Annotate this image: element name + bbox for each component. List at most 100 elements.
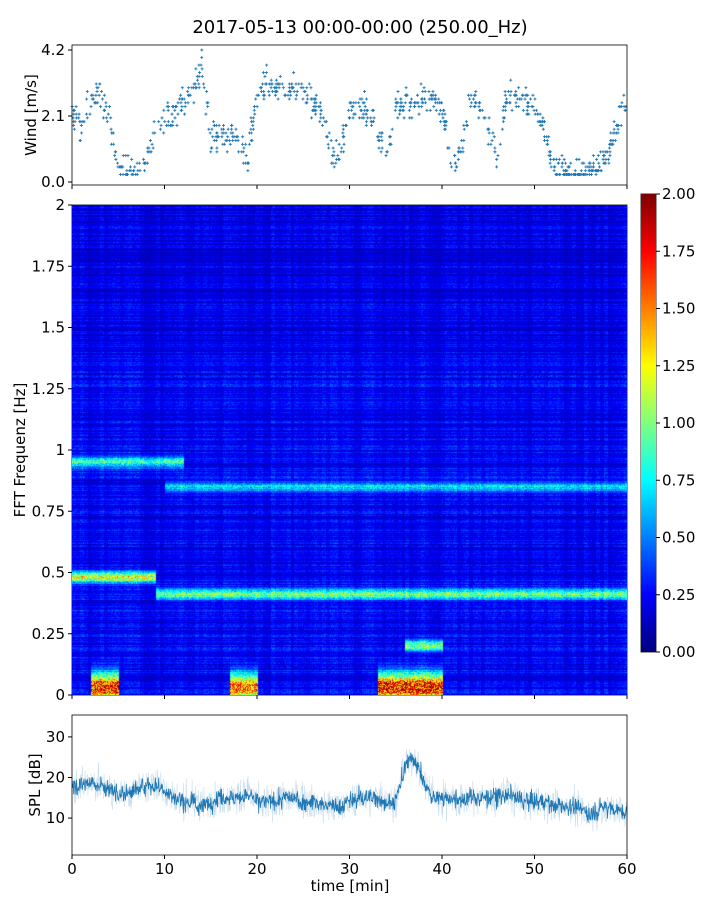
wind-point xyxy=(608,150,612,154)
wind-point xyxy=(192,101,196,105)
wind-point xyxy=(596,154,600,158)
wind-point xyxy=(425,108,429,112)
wind-point xyxy=(509,89,513,93)
wind-point xyxy=(212,120,216,124)
wind-point xyxy=(104,105,108,109)
wind-point xyxy=(342,135,346,139)
wind-point xyxy=(287,97,291,101)
wind-point xyxy=(334,161,338,165)
wind-point xyxy=(587,172,591,176)
wind-point xyxy=(342,150,346,154)
wind-point xyxy=(405,93,409,97)
wind-point xyxy=(85,89,89,93)
wind-point xyxy=(79,123,83,127)
wind-point xyxy=(200,74,204,78)
wind-point xyxy=(121,154,125,158)
spectrogram-ytick-label: 1.25 xyxy=(32,380,65,398)
wind-point xyxy=(534,108,538,112)
wind-point xyxy=(335,157,339,161)
wind-point xyxy=(111,131,115,135)
wind-point xyxy=(453,161,457,165)
wind-point xyxy=(142,157,146,161)
wind-point xyxy=(173,108,177,112)
spectrogram-ytick-label: 0.5 xyxy=(41,564,65,582)
wind-point xyxy=(96,86,100,90)
wind-ylabel: Wind [m/s] xyxy=(22,74,40,156)
wind-point xyxy=(560,161,564,165)
spl-xtick-label: 20 xyxy=(247,860,266,878)
wind-point xyxy=(440,112,444,116)
wind-point xyxy=(253,112,257,116)
wind-point xyxy=(105,116,109,120)
wind-point xyxy=(441,108,445,112)
wind-point xyxy=(103,108,107,112)
wind-point xyxy=(217,123,221,127)
wind-point xyxy=(410,97,414,101)
wind-point xyxy=(234,135,238,139)
wind-point xyxy=(104,101,108,105)
wind-point xyxy=(453,169,457,173)
spectrogram-ytick-label: 1.5 xyxy=(41,319,65,337)
wind-point xyxy=(477,101,481,105)
wind-point xyxy=(514,105,518,109)
wind-point xyxy=(468,97,472,101)
wind-point xyxy=(531,93,535,97)
wind-point xyxy=(294,82,298,86)
wind-point xyxy=(619,123,623,127)
wind-point xyxy=(369,123,373,127)
spl-ylabel: SPL [dB] xyxy=(26,753,44,816)
wind-point xyxy=(492,135,496,139)
wind-point xyxy=(300,82,304,86)
wind-point xyxy=(318,101,322,105)
spl-ytick-label: 10 xyxy=(46,809,65,827)
wind-point xyxy=(536,112,540,116)
wind-point xyxy=(364,97,368,101)
wind-point xyxy=(249,127,253,131)
wind-point xyxy=(350,108,354,112)
wind-point xyxy=(208,131,212,135)
wind-point xyxy=(419,82,423,86)
wind-point xyxy=(340,146,344,150)
wind-point xyxy=(541,127,545,131)
wind-point xyxy=(105,120,109,124)
wind-point xyxy=(241,142,245,146)
wind-point xyxy=(469,93,473,97)
wind-point xyxy=(347,108,351,112)
wind-point xyxy=(75,116,79,120)
wind-point xyxy=(496,154,500,158)
wind-point xyxy=(464,120,468,124)
wind-point xyxy=(166,108,170,112)
wind-point xyxy=(574,172,578,176)
wind-point xyxy=(173,116,177,120)
wind-point xyxy=(204,112,208,116)
wind-point xyxy=(167,105,171,109)
wind-point xyxy=(527,112,531,116)
wind-point xyxy=(162,108,166,112)
wind-point xyxy=(533,112,537,116)
wind-point xyxy=(222,142,226,146)
wind-point xyxy=(482,116,486,120)
wind-point xyxy=(265,63,269,67)
wind-point xyxy=(422,97,426,101)
wind-point xyxy=(592,165,596,169)
wind-point xyxy=(249,131,253,135)
wind-point xyxy=(327,131,331,135)
wind-point xyxy=(552,169,556,173)
wind-point xyxy=(399,97,403,101)
wind-point xyxy=(202,82,206,86)
wind-point xyxy=(331,161,335,165)
spl-line xyxy=(71,752,628,823)
wind-point xyxy=(183,112,187,116)
wind-point xyxy=(487,116,491,120)
wind-point xyxy=(320,123,324,127)
wind-point xyxy=(250,139,254,143)
wind-point xyxy=(228,142,232,146)
wind-point xyxy=(421,101,425,105)
wind-point xyxy=(513,93,517,97)
wind-point xyxy=(294,97,298,101)
wind-point xyxy=(252,108,256,112)
wind-point xyxy=(85,116,89,120)
wind-point xyxy=(91,93,95,97)
wind-point xyxy=(305,101,309,105)
spectrogram-ytick-label: 1.75 xyxy=(32,257,65,275)
